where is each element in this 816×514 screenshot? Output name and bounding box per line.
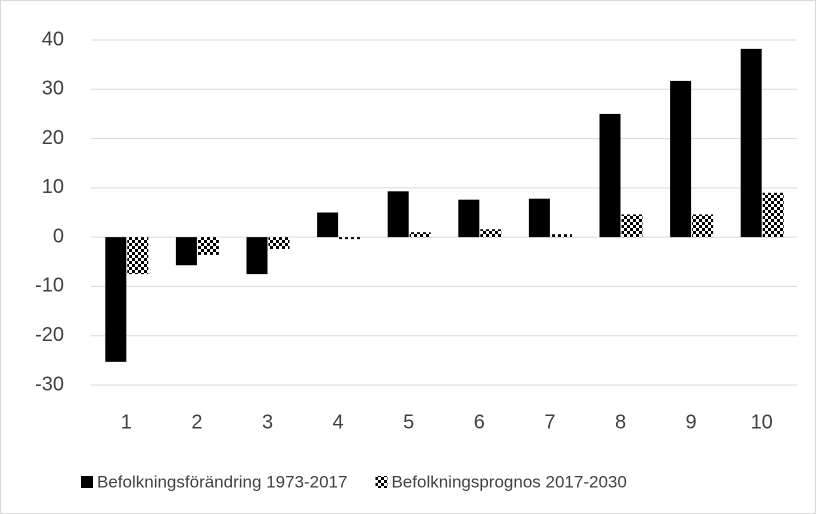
bar — [621, 214, 643, 238]
bar — [528, 198, 550, 238]
x-tick-label: 2 — [191, 411, 202, 433]
y-tick-label: 40 — [42, 28, 64, 50]
bar — [480, 229, 502, 238]
legend-marker — [81, 476, 93, 488]
x-tick-label: 8 — [615, 411, 626, 433]
y-tick-label: 20 — [42, 127, 64, 149]
bar — [409, 232, 431, 238]
bar — [692, 214, 714, 238]
y-tick-label: -10 — [35, 275, 64, 297]
y-tick-label: -20 — [35, 324, 64, 346]
x-tick-label: 10 — [751, 411, 773, 433]
bar — [127, 237, 149, 275]
x-tick-label: 3 — [262, 411, 273, 433]
y-tick-label: 0 — [53, 225, 64, 247]
bar — [599, 113, 621, 238]
legend-marker — [375, 476, 388, 488]
bar — [458, 199, 480, 238]
y-tick-label: 10 — [42, 176, 64, 198]
bar — [339, 237, 361, 240]
bar — [740, 48, 762, 238]
bar — [105, 237, 127, 362]
x-tick-label: 5 — [403, 411, 414, 433]
bar — [762, 192, 784, 238]
bar — [317, 212, 339, 238]
x-tick-label: 4 — [333, 411, 344, 433]
legend-label: Befolkningsförändring 1973-2017 — [97, 472, 347, 491]
bar — [246, 237, 268, 275]
bar — [670, 80, 692, 238]
bar — [550, 234, 572, 238]
bar — [268, 237, 290, 249]
bar — [175, 237, 197, 266]
x-tick-label: 7 — [544, 411, 555, 433]
x-tick-label: 9 — [686, 411, 697, 433]
legend-label: Befolkningsprognos 2017-2030 — [391, 472, 626, 491]
bar — [197, 237, 219, 255]
x-tick-label: 1 — [121, 411, 132, 433]
y-tick-label: 30 — [42, 78, 64, 100]
y-tick-label: -30 — [35, 373, 64, 395]
x-tick-label: 6 — [474, 411, 485, 433]
bar — [387, 191, 409, 238]
